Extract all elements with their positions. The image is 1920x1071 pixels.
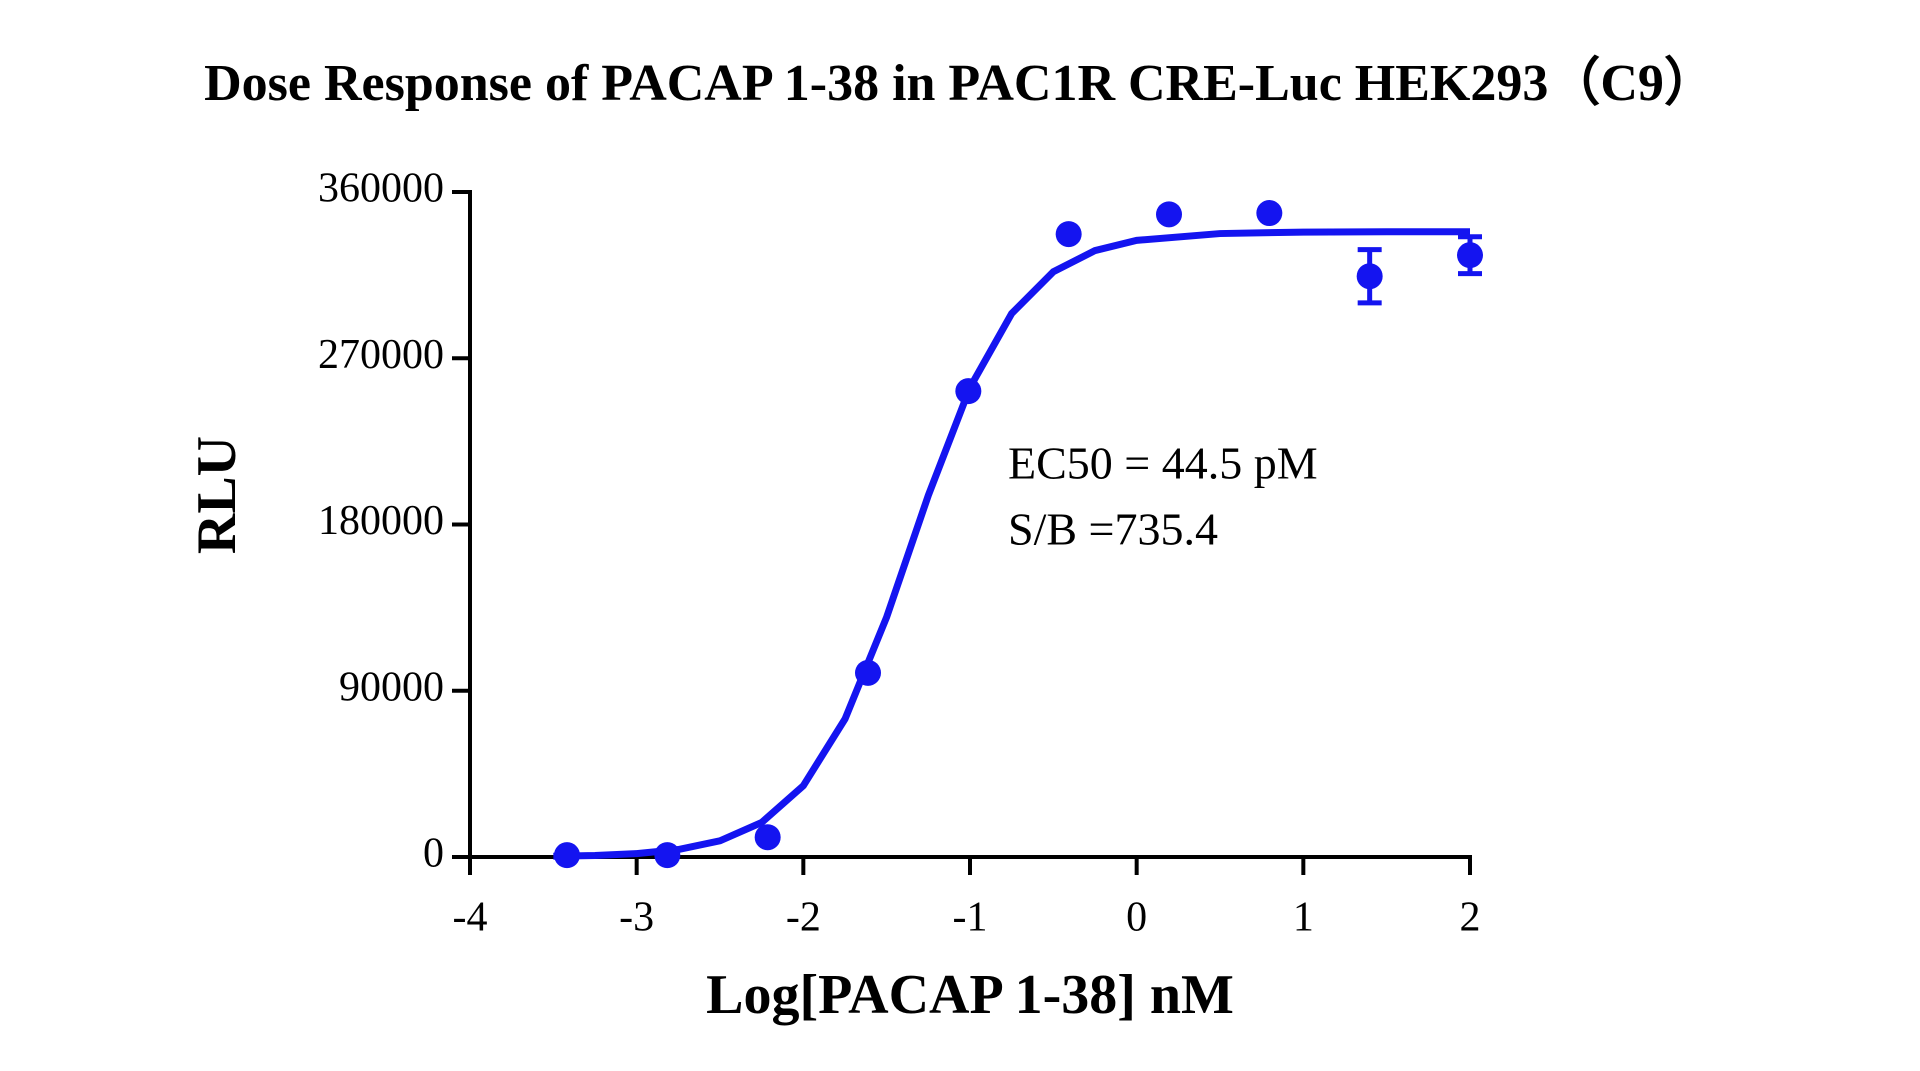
data-point xyxy=(1356,263,1383,290)
data-point xyxy=(654,842,681,869)
x-axis-label: Log[PACAP 1-38] nM xyxy=(706,964,1234,1026)
y-tick-label: 270000 xyxy=(318,332,444,378)
x-tick-label: 1 xyxy=(1293,895,1314,941)
data-point xyxy=(1055,221,1082,248)
x-tick-label: -1 xyxy=(953,895,988,941)
x-tick-label: -3 xyxy=(619,895,654,941)
annotation: EC50 = 44.5 pM xyxy=(1008,438,1318,489)
data-point xyxy=(1457,242,1483,269)
data-point xyxy=(955,378,982,405)
y-tick-label: 360000 xyxy=(318,166,444,212)
data-point xyxy=(855,659,881,686)
x-tick-label: -2 xyxy=(786,895,821,941)
data-point xyxy=(1156,201,1182,228)
y-tick-label: 180000 xyxy=(318,498,444,544)
y-axis-label: RLU xyxy=(186,436,248,554)
x-tick-label: 2 xyxy=(1460,895,1481,941)
x-tick-label: -4 xyxy=(453,895,488,941)
annotation: S/B =735.4 xyxy=(1008,504,1218,555)
y-tick-label: 90000 xyxy=(339,664,444,710)
chart-title: Dose Response of PACAP 1-38 in PAC1R CRE… xyxy=(204,54,1716,112)
data-point xyxy=(554,842,580,869)
data-point xyxy=(1256,200,1283,227)
data-point xyxy=(754,824,781,851)
y-tick-label: 0 xyxy=(423,831,444,877)
x-tick-label: 0 xyxy=(1126,895,1147,941)
